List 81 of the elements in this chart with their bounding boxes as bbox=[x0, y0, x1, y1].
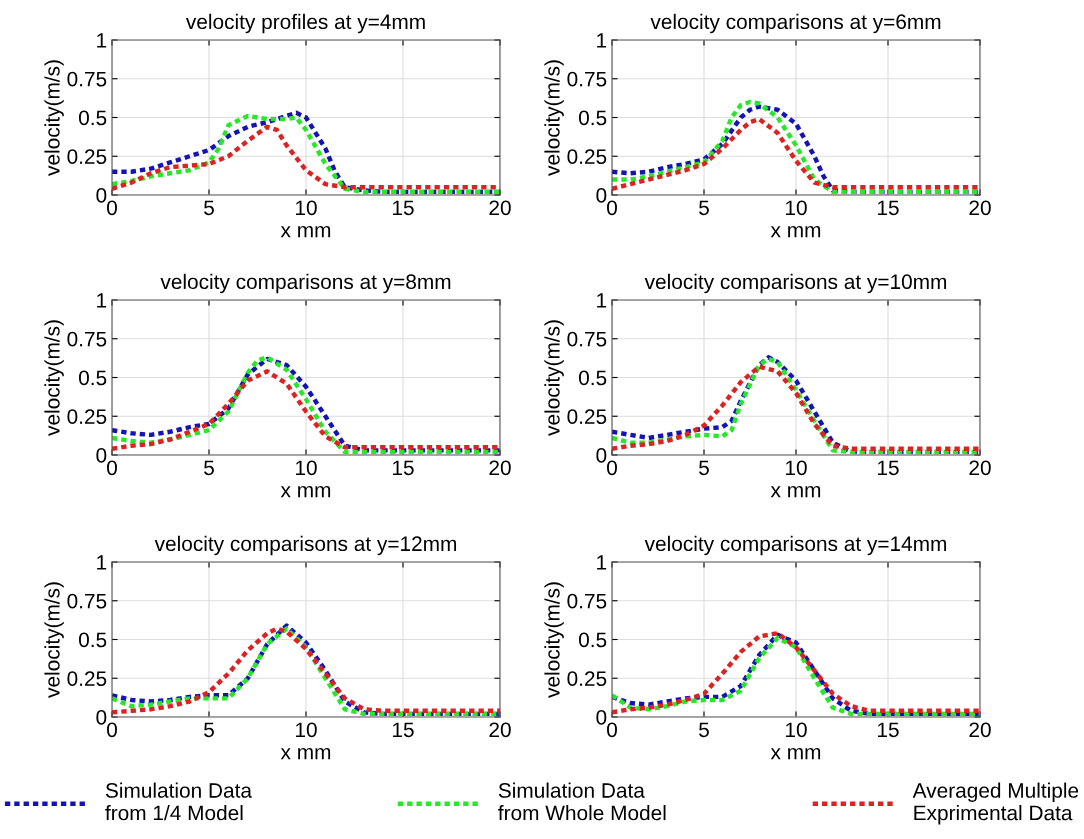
x-tick-label: 15 bbox=[878, 200, 899, 216]
chart-title: velocity comparisons at y=14mm bbox=[644, 535, 947, 556]
y-axis-title: velocity(m/s) bbox=[44, 320, 64, 436]
y-tick-label: 0.5 bbox=[78, 632, 107, 648]
x-tick-label: 10 bbox=[786, 722, 807, 738]
x-tick-label: 0 bbox=[107, 200, 117, 216]
x-tick-label: 0 bbox=[607, 200, 617, 216]
y-tick-label: 0.75 bbox=[67, 71, 107, 87]
x-tick-label: 10 bbox=[786, 460, 807, 476]
x-tick-label: 10 bbox=[296, 200, 317, 216]
y-tick-label: 0.75 bbox=[567, 331, 607, 347]
x-tick-label: 15 bbox=[393, 722, 414, 738]
x-tick-label: 20 bbox=[489, 722, 511, 738]
x-axis-title: x mm bbox=[280, 225, 331, 238]
y-tick-label: 0.5 bbox=[578, 632, 607, 648]
x-tick-label: 20 bbox=[489, 460, 511, 476]
y-axis-title: velocity(m/s) bbox=[544, 60, 564, 176]
y-tick-label: 1 bbox=[97, 33, 107, 48]
y-tick-label: 0.75 bbox=[567, 71, 607, 87]
y-tick-label: 0.25 bbox=[567, 409, 607, 424]
x-tick-label: 0 bbox=[107, 460, 117, 476]
chart-title: velocity profiles at y=4mm bbox=[185, 13, 425, 34]
x-tick-label: 5 bbox=[204, 460, 214, 476]
y-tick-label: 0.75 bbox=[67, 593, 107, 609]
y-axis-title: velocity(m/s) bbox=[44, 582, 64, 698]
x-tick-label: 15 bbox=[393, 460, 414, 476]
y-axis-title: velocity(m/s) bbox=[544, 582, 564, 698]
y-tick-label: 0 bbox=[596, 710, 607, 725]
y-tick-label: 0.25 bbox=[567, 671, 607, 686]
y-axis-title: velocity(m/s) bbox=[44, 60, 64, 176]
y-tick-label: 0.25 bbox=[67, 409, 107, 424]
y-tick-label: 0.75 bbox=[567, 593, 607, 609]
y-tick-label: 0.25 bbox=[67, 149, 107, 164]
legend-label: Simulation Data from 1/4 Model bbox=[105, 782, 252, 821]
x-axis-title: x mm bbox=[280, 485, 331, 498]
y-tick-label: 0.5 bbox=[578, 110, 607, 126]
x-tick-label: 0 bbox=[107, 722, 117, 738]
x-tick-label: 10 bbox=[296, 722, 317, 738]
y-tick-label: 0.5 bbox=[78, 110, 107, 126]
chart-title: velocity comparisons at y=8mm bbox=[160, 273, 451, 294]
x-axis-title: x mm bbox=[770, 747, 821, 760]
legend-label: Simulation Data from Whole Model bbox=[498, 782, 666, 821]
y-tick-label: 0.5 bbox=[578, 370, 607, 386]
legend-label: Averaged Multiple Exprimental Data bbox=[912, 782, 1079, 825]
x-tick-label: 20 bbox=[969, 722, 991, 738]
x-axis-title: x mm bbox=[280, 747, 331, 760]
x-tick-label: 20 bbox=[489, 200, 511, 216]
x-axis-title: x mm bbox=[770, 225, 821, 238]
x-tick-label: 5 bbox=[699, 200, 709, 216]
y-tick-label: 0 bbox=[96, 710, 107, 725]
x-tick-label: 10 bbox=[786, 200, 807, 216]
y-tick-label: 0.25 bbox=[67, 671, 107, 686]
y-tick-label: 1 bbox=[97, 293, 107, 308]
x-tick-label: 0 bbox=[607, 460, 617, 476]
chart-title: velocity comparisons at y=10mm bbox=[644, 273, 947, 294]
y-tick-label: 0 bbox=[96, 448, 107, 463]
x-tick-label: 15 bbox=[878, 460, 899, 476]
x-tick-label: 5 bbox=[204, 200, 214, 216]
y-tick-label: 0.75 bbox=[67, 331, 107, 347]
x-tick-label: 5 bbox=[699, 460, 709, 476]
x-tick-label: 10 bbox=[296, 460, 317, 476]
x-tick-label: 15 bbox=[393, 200, 414, 216]
y-tick-label: 1 bbox=[97, 555, 107, 570]
y-tick-label: 1 bbox=[597, 33, 607, 48]
y-tick-label: 0.5 bbox=[78, 370, 107, 386]
y-tick-label: 0 bbox=[596, 188, 607, 203]
y-tick-label: 1 bbox=[597, 555, 607, 570]
y-tick-label: 0 bbox=[96, 188, 107, 203]
x-tick-label: 15 bbox=[878, 722, 899, 738]
y-tick-label: 0 bbox=[596, 448, 607, 463]
chart-title: velocity comparisons at y=12mm bbox=[154, 535, 457, 556]
y-tick-label: 0.25 bbox=[567, 149, 607, 164]
x-tick-label: 20 bbox=[969, 200, 991, 216]
x-tick-label: 5 bbox=[699, 722, 709, 738]
chart-title: velocity comparisons at y=6mm bbox=[650, 13, 941, 34]
x-tick-label: 5 bbox=[204, 722, 214, 738]
x-tick-label: 0 bbox=[607, 722, 617, 738]
x-axis-title: x mm bbox=[770, 485, 821, 498]
y-tick-label: 1 bbox=[597, 293, 607, 308]
x-tick-label: 20 bbox=[969, 460, 991, 476]
y-axis-title: velocity(m/s) bbox=[544, 320, 564, 436]
